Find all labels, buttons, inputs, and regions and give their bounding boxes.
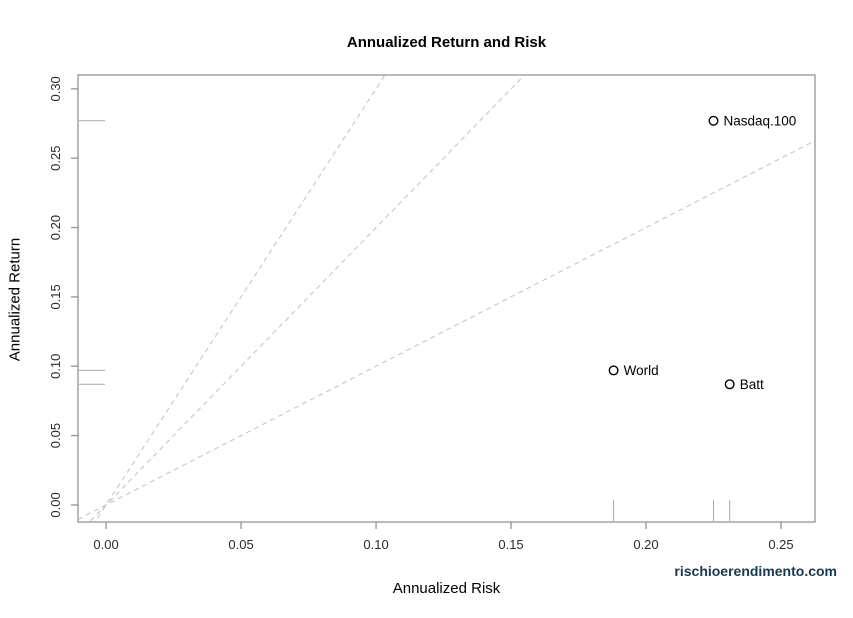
data-point [724, 379, 735, 390]
reference-line-slope-1 [78, 140, 815, 520]
y-tick-label: 0.25 [48, 146, 63, 171]
data-point-label: Nasdaq.100 [723, 113, 796, 128]
x-tick-label: 0.00 [93, 537, 118, 552]
x-tick-label: 0.25 [768, 537, 793, 552]
y-axis-label: Annualized Return [6, 237, 24, 362]
watermark-text: rischioerendimento.com [674, 563, 837, 579]
data-point [708, 115, 719, 126]
y-tick-label: 0.05 [48, 423, 63, 448]
reference-line-slope-2 [88, 75, 526, 522]
x-tick-label: 0.05 [228, 537, 253, 552]
chart-title: Annualized Return and Risk [346, 34, 547, 51]
x-tick-label: 0.20 [633, 537, 658, 552]
x-tick-label: 0.15 [498, 537, 523, 552]
data-point-label: World [624, 363, 659, 378]
y-tick-label: 0.10 [48, 354, 63, 379]
data-point-label: Batt [740, 377, 764, 392]
y-tick-label: 0.20 [48, 215, 63, 240]
x-tick-label: 0.10 [363, 537, 388, 552]
x-axis-label: Annualized Risk [392, 580, 501, 597]
y-tick-label: 0.15 [48, 284, 63, 309]
y-tick-label: 0.30 [48, 76, 63, 101]
data-point [608, 365, 619, 376]
y-tick-label: 0.00 [48, 492, 63, 517]
plot-box [77, 74, 816, 523]
reference-line-slope-3 [94, 75, 386, 522]
